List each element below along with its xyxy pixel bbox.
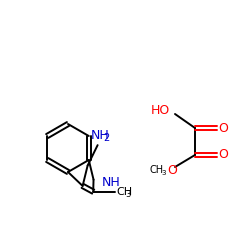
Text: O: O (167, 164, 177, 176)
Text: O: O (218, 148, 228, 162)
Text: CH: CH (117, 187, 133, 197)
Text: NH: NH (90, 129, 109, 142)
Text: CH: CH (150, 165, 164, 175)
Text: 2: 2 (104, 133, 110, 143)
Text: 3: 3 (125, 190, 130, 199)
Text: HO: HO (151, 104, 170, 118)
Text: 3: 3 (162, 170, 166, 176)
Text: NH: NH (102, 176, 120, 189)
Text: O: O (218, 122, 228, 134)
